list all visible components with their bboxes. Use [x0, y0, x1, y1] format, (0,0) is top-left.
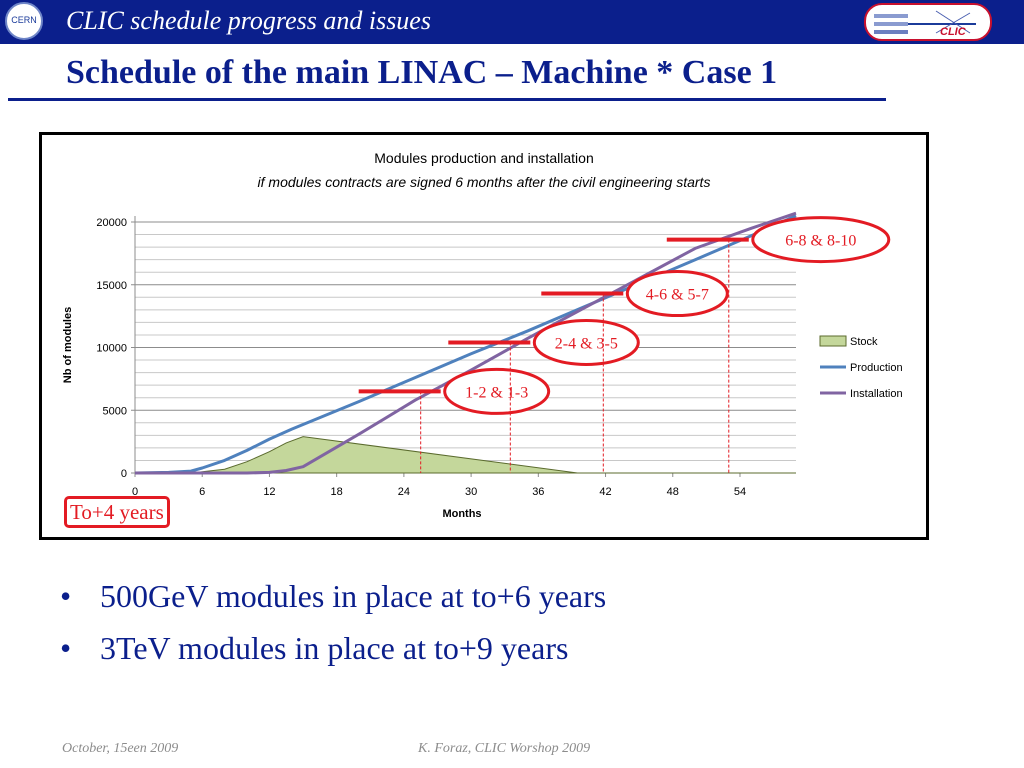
annotation-callout [443, 367, 551, 415]
annotation-callout [532, 318, 640, 366]
annotation-callout [625, 270, 729, 318]
x-tick-label: 30 [465, 486, 477, 498]
series-line-installation [135, 211, 797, 475]
legend-label: Production [850, 362, 903, 374]
chart-title: Modules production and installation [374, 150, 593, 166]
header-title: CLIC schedule progress and issues [66, 6, 431, 35]
header-bar: CERN CLIC schedule progress and issues C… [0, 0, 1024, 44]
x-tick-label: 6 [199, 486, 205, 498]
x-axis-label: Months [442, 508, 481, 520]
x-tick-label: 42 [599, 486, 611, 498]
bullet-list: • 500GeV modules in place at to+6 years •… [60, 578, 606, 682]
footer-author: K. Foraz, CLIC Worshop 2009 [418, 741, 591, 756]
x-tick-label: 18 [331, 486, 343, 498]
x-tick-label: 12 [263, 486, 275, 498]
annotation-label: 2-4 & 3-5 [555, 335, 618, 352]
bullet-item: • 3TeV modules in place at to+9 years [60, 630, 606, 667]
annotation-label: 4-6 & 5-7 [646, 287, 709, 304]
annotation-label: 1-2 & 1-3 [465, 384, 528, 401]
x-tick-label: 36 [532, 486, 544, 498]
bullet-symbol: • [60, 630, 72, 666]
legend-swatch-stock [819, 335, 847, 347]
title-divider [8, 98, 886, 101]
x-tick-label: 0 [132, 486, 138, 498]
cern-logo-text: CERN [11, 15, 37, 25]
y-tick-label: 10000 [96, 343, 127, 355]
chart-subtitle: if modules contracts are signed 6 months… [258, 174, 711, 190]
slide-title: Schedule of the main LINAC – Machine * C… [66, 54, 778, 91]
y-tick-label: 20000 [96, 217, 127, 229]
chart-frame: Modules production and installation if m… [39, 132, 929, 540]
chart-svg: Modules production and installation if m… [62, 150, 903, 520]
series-area-stock [135, 436, 796, 474]
start-label: To+4 years [64, 496, 170, 528]
bullet-symbol: • [60, 578, 72, 614]
x-tick-label: 48 [667, 486, 679, 498]
cern-logo: CERN [5, 2, 43, 40]
bullet-text: 3TeV modules in place at to+9 years [100, 630, 569, 666]
bullet-item: • 500GeV modules in place at to+6 years [60, 578, 606, 615]
annotation-callout [751, 216, 891, 264]
footer-date: October, 15een 2009 [62, 741, 179, 756]
y-tick-label: 15000 [96, 280, 127, 292]
y-tick-label: 5000 [103, 405, 127, 417]
legend-label: Stock [850, 336, 878, 348]
annotation-label: 6-8 & 8-10 [785, 233, 856, 250]
y-axis-label: Nb of modules [62, 307, 74, 383]
legend-label: Installation [850, 388, 903, 400]
y-tick-label: 0 [121, 468, 127, 480]
clic-logo-text: CLIC [940, 26, 967, 38]
clic-logo: CLIC [864, 3, 992, 41]
x-tick-label: 24 [398, 486, 410, 498]
bullet-text: 500GeV modules in place at to+6 years [100, 578, 607, 614]
x-tick-label: 54 [734, 486, 746, 498]
